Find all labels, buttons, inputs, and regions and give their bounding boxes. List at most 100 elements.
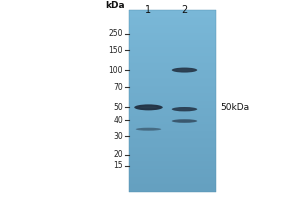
Bar	[129, 177, 216, 178]
Bar	[129, 78, 216, 79]
Bar	[129, 96, 216, 97]
Bar	[129, 123, 216, 124]
Bar	[129, 184, 216, 185]
Bar	[129, 39, 216, 40]
Bar	[129, 27, 216, 28]
Text: 1: 1	[146, 5, 152, 15]
Bar	[129, 91, 216, 92]
Bar	[129, 40, 216, 41]
Bar	[129, 61, 216, 62]
Bar	[129, 63, 216, 64]
Bar	[129, 87, 216, 88]
Bar	[129, 25, 216, 26]
Bar	[129, 31, 216, 32]
Bar	[129, 152, 216, 153]
Bar	[129, 24, 216, 25]
Bar	[129, 155, 216, 156]
Bar	[129, 124, 216, 125]
Bar	[129, 162, 216, 163]
Bar	[129, 45, 216, 46]
Bar	[129, 116, 216, 117]
Bar	[129, 71, 216, 72]
Bar	[129, 109, 216, 110]
Text: 150: 150	[109, 46, 123, 55]
Bar	[129, 104, 216, 105]
Bar	[129, 126, 216, 127]
Text: 250: 250	[109, 29, 123, 38]
Bar	[129, 46, 216, 47]
Bar	[129, 128, 216, 129]
Bar	[129, 44, 216, 45]
Bar	[129, 18, 216, 19]
Bar	[129, 38, 216, 39]
Bar	[129, 138, 216, 139]
Bar	[129, 100, 216, 101]
Bar	[129, 169, 216, 170]
Bar	[129, 179, 216, 180]
Bar	[129, 77, 216, 78]
Bar	[129, 111, 216, 112]
Bar	[129, 69, 216, 70]
Bar	[129, 37, 216, 38]
Bar	[129, 129, 216, 130]
Bar	[129, 156, 216, 157]
Bar	[129, 97, 216, 98]
Bar	[129, 118, 216, 119]
Bar	[129, 73, 216, 74]
Bar	[129, 190, 216, 191]
Bar	[129, 153, 216, 154]
Bar	[129, 85, 216, 86]
Bar	[129, 15, 216, 16]
Bar	[129, 52, 216, 53]
Bar	[129, 181, 216, 182]
Bar	[129, 135, 216, 136]
Ellipse shape	[172, 68, 197, 73]
Bar	[129, 149, 216, 150]
Bar	[129, 171, 216, 172]
Bar	[129, 47, 216, 48]
Bar	[129, 108, 216, 109]
Bar	[129, 131, 216, 132]
Bar	[129, 70, 216, 71]
Bar	[129, 10, 216, 11]
Bar	[129, 19, 216, 20]
Bar	[129, 56, 216, 57]
Bar	[129, 125, 216, 126]
Bar	[129, 48, 216, 49]
Bar	[129, 41, 216, 42]
Bar	[129, 51, 216, 52]
Bar	[129, 187, 216, 188]
Bar	[129, 185, 216, 186]
Bar	[129, 141, 216, 142]
Bar	[129, 170, 216, 171]
Bar	[129, 101, 216, 102]
Bar	[129, 10, 216, 192]
Bar	[129, 188, 216, 189]
Bar	[129, 93, 216, 94]
Bar	[129, 75, 216, 76]
Bar	[129, 146, 216, 147]
Bar	[129, 29, 216, 30]
Bar	[129, 180, 216, 181]
Bar	[129, 16, 216, 17]
Text: 70: 70	[113, 83, 123, 92]
Bar	[129, 182, 216, 183]
Bar	[129, 163, 216, 164]
Bar	[129, 35, 216, 36]
Bar	[129, 60, 216, 61]
Bar	[129, 175, 216, 176]
Bar	[129, 159, 216, 160]
Bar	[129, 145, 216, 146]
Bar	[129, 166, 216, 167]
Bar	[129, 11, 216, 12]
Bar	[129, 68, 216, 69]
Bar	[129, 158, 216, 159]
Text: 15: 15	[113, 161, 123, 170]
Bar	[129, 132, 216, 133]
Bar	[129, 53, 216, 54]
Bar	[129, 161, 216, 162]
Bar	[129, 154, 216, 155]
Bar	[129, 21, 216, 22]
Bar	[129, 92, 216, 93]
Bar	[129, 176, 216, 177]
